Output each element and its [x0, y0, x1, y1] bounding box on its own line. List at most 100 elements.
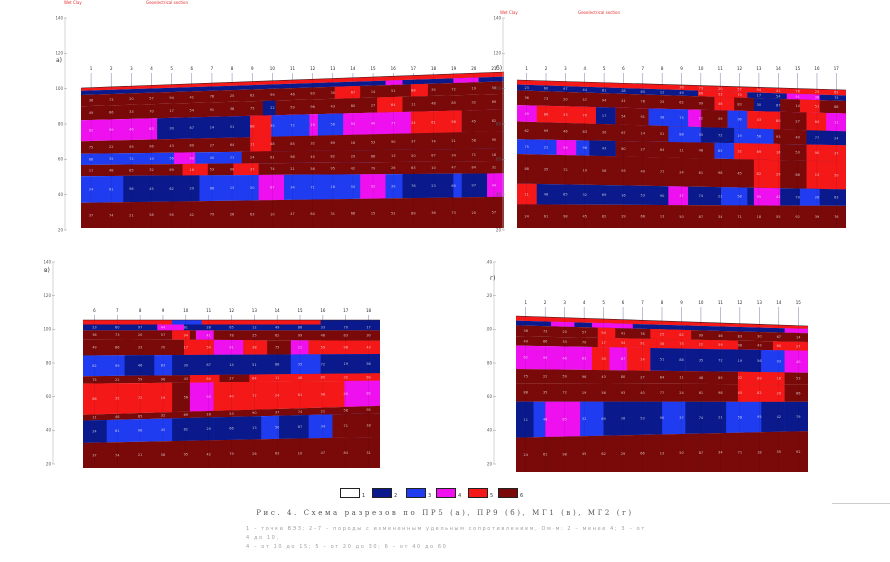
cell-value: 33	[129, 110, 133, 114]
cell-value: 92	[795, 215, 799, 219]
depth-tick-label: 60	[496, 157, 502, 162]
cell-value: 27	[796, 344, 800, 348]
cell-value: 72	[129, 157, 133, 161]
layer-inclusion	[172, 320, 202, 325]
depth-tick-label: 120	[44, 293, 51, 298]
layer-inclusion	[410, 110, 462, 134]
cell-value: 98	[129, 187, 133, 191]
cell-value: 32	[582, 417, 586, 421]
borehole-label: 7	[641, 300, 644, 305]
layer-inclusion	[262, 100, 276, 116]
cell-value: 73	[699, 86, 703, 90]
cell-value: 72	[563, 168, 567, 172]
cell-value: 62	[275, 333, 279, 337]
cell-value: 34	[321, 425, 326, 429]
cell-value: 98	[138, 429, 142, 433]
cell-value: 66	[641, 215, 645, 219]
panel-tag: г)	[490, 275, 496, 282]
cell-value: 75	[679, 342, 683, 346]
cell-value: 32	[583, 193, 587, 197]
cell-value: 86	[544, 112, 548, 116]
cell-value: 58	[472, 139, 476, 143]
legend-swatch-5	[468, 488, 488, 498]
cell-value: 83	[149, 127, 153, 131]
cell-value: 24	[250, 156, 255, 160]
cell-value: 20	[129, 97, 133, 101]
cell-value: 17	[601, 341, 605, 345]
layer-inclusion	[668, 126, 702, 143]
layer-inclusion	[271, 131, 504, 152]
cell-value: 30	[184, 363, 188, 367]
cell-value: 98	[562, 452, 566, 456]
cell-value: 74	[431, 139, 436, 143]
layer-inclusion	[737, 384, 785, 402]
layer-inclusion	[461, 109, 504, 133]
layer-inclusion	[580, 401, 604, 437]
cell-value: 36	[92, 333, 96, 337]
layer-inclusion	[780, 144, 807, 161]
layer-inclusion	[332, 413, 380, 438]
cell-value: 44	[492, 183, 497, 187]
cell-value: 54	[190, 108, 195, 112]
cell-value: 80	[621, 147, 625, 151]
cell-value: 57	[492, 211, 496, 215]
cell-value: 30	[366, 334, 370, 338]
cell-value: 17	[757, 94, 761, 98]
cell-value: 94	[757, 88, 762, 92]
cell-value: 85	[321, 376, 325, 380]
cell-value: 36	[89, 98, 93, 102]
cell-value: 98	[718, 391, 722, 395]
cell-value: 22	[109, 145, 113, 149]
divider	[832, 503, 890, 504]
cell-value: 75	[250, 107, 254, 111]
cell-value: 10	[298, 451, 302, 455]
cell-value: 43	[601, 375, 605, 379]
cell-value: 27	[641, 147, 645, 151]
cell-value: 45	[472, 119, 476, 123]
cell-value: 45	[149, 187, 153, 191]
legend-swatch-2	[372, 488, 392, 498]
cell-value: 19	[310, 123, 314, 127]
cell-value: 63	[411, 166, 415, 170]
cell-value: 46	[562, 356, 566, 360]
cell-value: 75	[89, 146, 93, 150]
cell-value: 31	[492, 165, 496, 169]
cell-value: 19	[149, 157, 153, 161]
cell-value: 32	[149, 168, 153, 172]
cell-value: 57	[737, 88, 741, 92]
cell-value: 27	[210, 143, 214, 147]
cell-value: 85	[563, 193, 567, 197]
cell-value: 11	[92, 416, 96, 420]
cell-value: 77	[660, 170, 664, 174]
cell-value: 69	[169, 168, 173, 172]
cell-value: 40	[641, 170, 645, 174]
cell-value: 33	[718, 92, 722, 96]
cell-value: 58	[149, 213, 153, 217]
cell-value: 85	[718, 376, 722, 380]
borehole-label: 17	[411, 66, 417, 71]
layer-inclusion	[799, 188, 820, 206]
cell-value: 11	[524, 192, 528, 196]
cell-value: 91	[229, 346, 233, 350]
layer-inclusion	[453, 77, 479, 83]
cell-value: 52	[391, 211, 395, 215]
cell-value: 78	[640, 332, 644, 336]
cell-value: 99	[699, 101, 703, 105]
cell-value: 95	[757, 415, 761, 419]
cell-value: 95	[757, 195, 761, 199]
cell-value: 14	[796, 336, 801, 340]
cell-value: 72	[718, 133, 722, 137]
cell-value: 99	[115, 364, 119, 368]
cell-value: 56	[331, 123, 335, 127]
cell-value: 99	[298, 334, 302, 338]
cell-value: 20	[718, 87, 722, 91]
borehole-label: 8	[231, 66, 234, 71]
cell-value: 62	[834, 91, 838, 95]
cell-value: 45	[583, 215, 587, 219]
legend-number-2: 2	[394, 493, 398, 499]
cell-value: 65	[641, 90, 645, 94]
cell-value: 37	[411, 140, 415, 144]
cell-value: 67	[351, 90, 355, 94]
cell-value: 19	[472, 87, 476, 91]
cell-value: 95	[331, 167, 335, 171]
